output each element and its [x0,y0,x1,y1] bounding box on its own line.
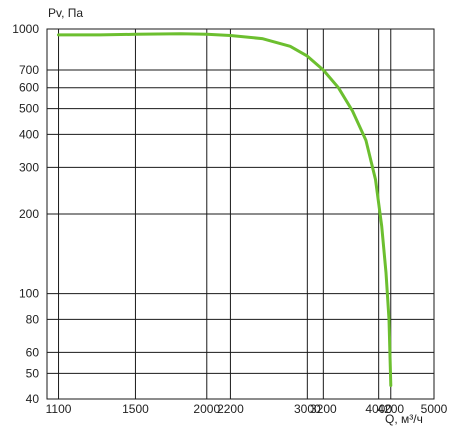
x-tick-label-7: 4200 [377,402,404,416]
y-tick-label-1: 50 [26,366,40,380]
x-tick-label-4: 3000 [294,402,321,416]
x-tick-label-8: 5000 [421,402,448,416]
x-axis-label: Q, м³/ч [385,412,423,426]
x-tick-label-5: 3200 [310,402,337,416]
y-tick-labels: 40 50 60 80 100 200 300 400 500 600 700 1000 [12,22,39,406]
y-tick-label-0: 40 [26,392,40,406]
y-tick-label-6: 300 [19,160,39,174]
y-tick-label-2: 60 [26,345,40,359]
x-tick-label-6: 4000 [365,402,392,416]
x-tick-label-0: 1100 [46,402,72,416]
plot-frame [46,28,435,400]
y-tick-label-3: 80 [26,312,40,326]
series-line-0 [57,32,393,387]
x-tick-label-2: 2000 [193,402,220,416]
y-tick-label-10: 700 [19,63,39,77]
series-layer [57,32,393,387]
y-tick-label-9: 600 [19,81,39,95]
y-tick-label-4: 100 [19,287,39,301]
y-tick-label-7: 400 [19,127,39,141]
y-tick-label-5: 200 [19,207,39,221]
y-axis-label: Pv, Па [48,6,83,20]
y-tick-label-11: 1000 [12,22,39,36]
x-tick-label-1: 1500 [122,402,149,416]
y-gridlines [47,28,434,400]
y-tick-label-8: 500 [19,102,39,116]
x-tick-label-3: 2200 [217,402,244,416]
